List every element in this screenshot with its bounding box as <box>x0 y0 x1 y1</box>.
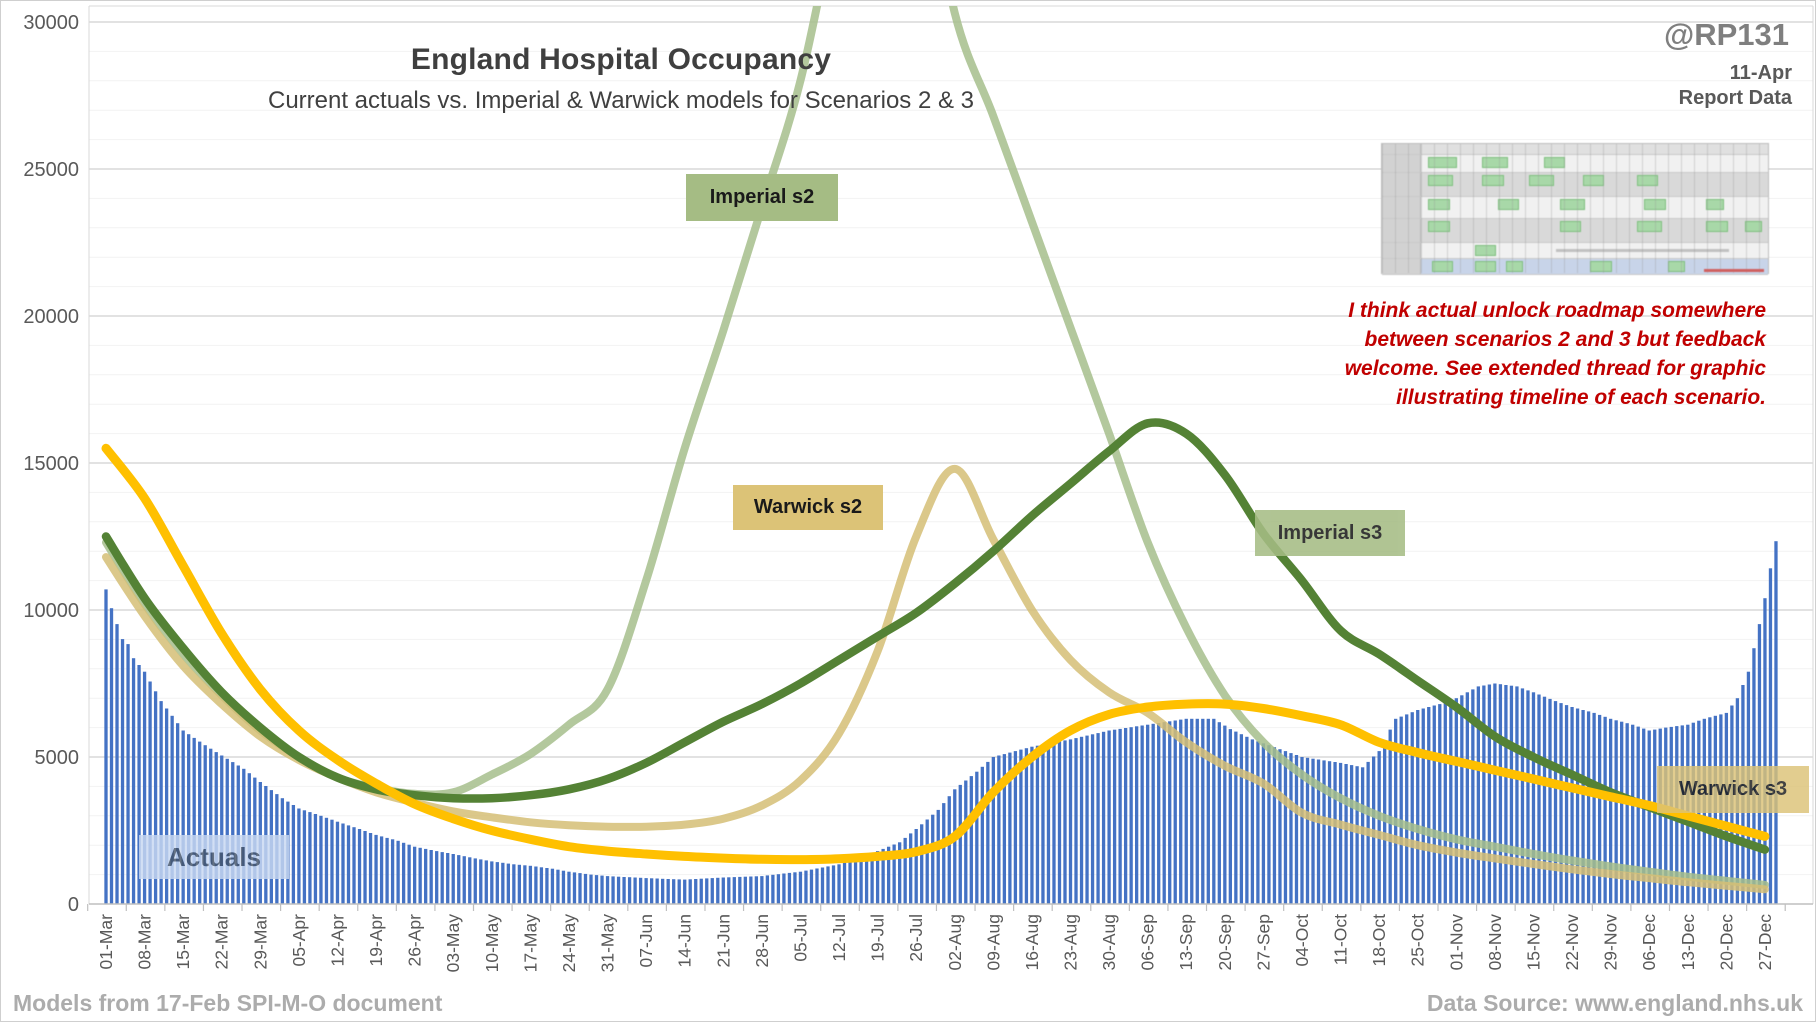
x-axis-tick-label: 12-Apr <box>327 914 347 967</box>
x-axis-tick-label: 01-Mar <box>96 914 116 970</box>
author-handle: @RP131 <box>1663 17 1789 52</box>
x-axis-tick-label: 03-May <box>443 914 463 973</box>
annotation-line: welcome. See extended thread for graphic <box>1344 357 1766 380</box>
x-axis-tick-label: 27-Dec <box>1755 914 1775 971</box>
line-imperial-s3 <box>101 418 1770 854</box>
series-label-imperial-s2: Imperial s2 <box>686 174 838 221</box>
x-axis-tick-label: 08-Nov <box>1485 914 1505 971</box>
x-axis-tick-label: 11-Oct <box>1331 914 1351 965</box>
x-axis-tick-label: 20-Sep <box>1215 914 1235 970</box>
footer-source-note: Models from 17-Feb SPI-M-O document <box>13 990 443 1016</box>
x-axis-tick-label: 29-Mar <box>250 914 270 970</box>
chart-subtitle: Current actuals vs. Imperial & Warwick m… <box>267 87 975 114</box>
x-axis-tick-label: 19-Apr <box>366 914 386 967</box>
y-axis-tick-label: 30000 <box>23 12 79 34</box>
y-axis-tick-label: 10000 <box>23 600 79 622</box>
annotation-line: I think actual unlock roadmap somewhere <box>1348 299 1766 322</box>
series-label-imperial-s3: Imperial s3 <box>1255 510 1405 556</box>
y-axis-tick-label: 5000 <box>35 747 80 769</box>
report-date-line2: Report Data <box>1678 87 1792 109</box>
x-axis-tick-label: 04-Oct <box>1292 914 1312 967</box>
x-axis-tick-label: 19-Jul <box>868 914 888 962</box>
x-axis-tick-label: 05-Apr <box>289 914 309 967</box>
x-axis-tick-label: 22-Mar <box>212 914 232 970</box>
y-axis-tick-label: 15000 <box>23 453 79 475</box>
x-axis-tick-label: 13-Dec <box>1678 914 1698 971</box>
x-axis-tick-label: 31-May <box>598 914 618 973</box>
x-axis-tick-label: 02-Aug <box>945 914 965 970</box>
y-axis-tick-label: 0 <box>68 894 79 916</box>
report-date-note: 11-Apr Report Data <box>1679 61 1792 111</box>
x-axis-tick-label: 22-Nov <box>1562 914 1582 971</box>
x-axis-tick-label: 26-Jul <box>906 914 926 962</box>
roadmap-row <box>1382 173 1768 197</box>
x-axis-tick-label: 07-Jun <box>636 914 656 968</box>
x-axis-tick-label: 12-Jul <box>829 914 849 962</box>
y-axis-tick-label: 20000 <box>23 306 79 328</box>
x-axis-tick-label: 09-Aug <box>983 914 1003 970</box>
annotation-line: illustrating timeline of each scenario. <box>1396 386 1766 409</box>
x-axis-tick-label: 15-Nov <box>1523 914 1543 971</box>
x-axis-tick-label: 01-Nov <box>1446 914 1466 971</box>
series-label-actuals: Actuals <box>139 835 289 879</box>
x-axis-tick-label: 14-Jun <box>675 914 695 968</box>
x-axis-tick-label: 17-May <box>520 914 540 973</box>
x-axis-tick-label: 29-Nov <box>1601 914 1621 971</box>
author-annotation: I think actual unlock roadmap somewhere … <box>1206 296 1766 412</box>
series-label-warwick-s3: Warwick s3 <box>1657 766 1809 813</box>
x-axis-tick-label: 20-Dec <box>1716 914 1736 971</box>
x-axis-tick-label: 16-Aug <box>1022 914 1042 970</box>
roadmap-inset-image <box>1381 143 1769 275</box>
roadmap-row <box>1382 155 1768 173</box>
x-axis-tick-label: 25-Oct <box>1408 914 1428 967</box>
x-axis-tick-label: 18-Oct <box>1369 914 1389 967</box>
line-warwick-s3 <box>101 443 1770 865</box>
x-axis-tick-label: 13-Sep <box>1176 914 1196 970</box>
x-axis-tick-label: 06-Sep <box>1138 914 1158 970</box>
chart-title: England Hospital Occupancy <box>410 43 832 76</box>
x-axis-tick-label: 08-Mar <box>135 914 155 970</box>
report-date-line1: 11-Apr <box>1729 62 1792 84</box>
roadmap-row <box>1382 197 1768 219</box>
x-axis-tick-label: 28-Jun <box>752 914 772 968</box>
x-axis-tick-label: 15-Mar <box>173 914 193 970</box>
x-axis-tick-label: 27-Sep <box>1253 914 1273 970</box>
x-axis-tick-label: 06-Dec <box>1639 914 1659 971</box>
roadmap-row <box>1382 219 1768 243</box>
roadmap-row <box>1382 259 1768 275</box>
roadmap-row <box>1382 144 1768 155</box>
annotation-line: between scenarios 2 and 3 but feedback <box>1364 328 1766 351</box>
x-axis-tick-label: 23-Aug <box>1061 914 1081 970</box>
x-axis-tick-label: 26-Apr <box>405 914 425 967</box>
x-axis-tick-label: 24-May <box>559 914 579 973</box>
x-axis-tick-label: 10-May <box>482 914 502 973</box>
x-axis-tick-label: 05-Jul <box>790 914 810 962</box>
y-axis-tick-label: 25000 <box>23 159 79 181</box>
x-axis-tick-label: 30-Aug <box>1099 914 1119 970</box>
x-axis-tick-label: 21-Jun <box>713 914 733 968</box>
footer-data-source: Data Source: www.england.nhs.uk <box>1426 990 1803 1016</box>
series-label-warwick-s2: Warwick s2 <box>733 485 883 530</box>
roadmap-row <box>1382 243 1768 259</box>
